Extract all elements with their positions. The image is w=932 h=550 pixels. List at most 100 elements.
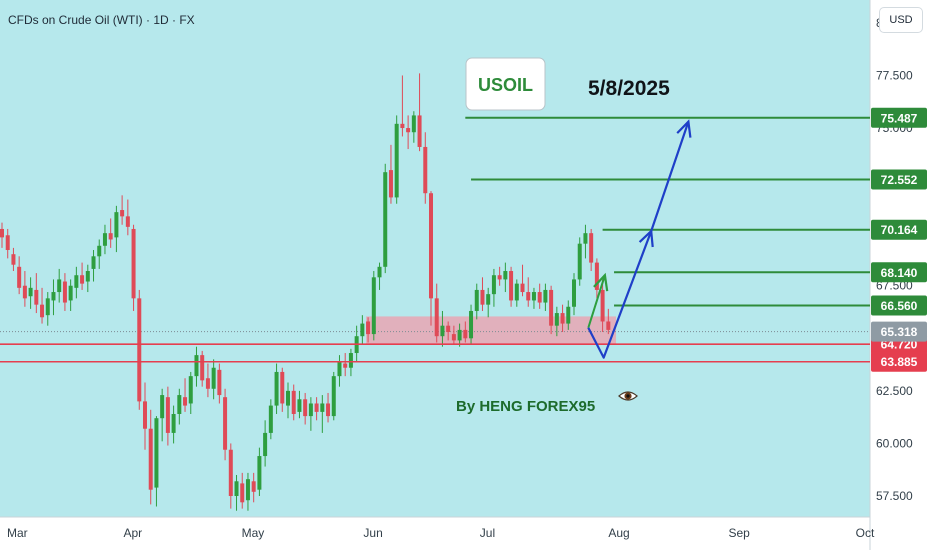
candle-body xyxy=(194,355,199,377)
x-tick-label: Jul xyxy=(480,526,495,540)
x-tick-label: Apr xyxy=(123,526,142,540)
candle-body xyxy=(268,405,273,433)
candle-body xyxy=(131,228,136,299)
candle-body xyxy=(291,390,296,414)
analysis-date: 5/8/2025 xyxy=(588,77,670,100)
candle-body xyxy=(486,294,491,305)
target-price-tag: 75.487 xyxy=(881,111,918,125)
candle-body xyxy=(125,216,130,227)
candle-body xyxy=(188,376,193,404)
candle-body xyxy=(366,321,371,335)
candle-body xyxy=(348,353,353,368)
candle-body xyxy=(526,292,531,301)
target-price-tag: 66.560 xyxy=(881,299,918,313)
target-price-tag-bg xyxy=(871,219,927,240)
candle-body xyxy=(280,371,285,404)
x-tick-label: Mar xyxy=(7,526,28,540)
last-price-tag-bg xyxy=(871,321,927,342)
candle-body xyxy=(320,403,325,412)
candle-body xyxy=(137,298,142,402)
candle-body xyxy=(406,128,411,133)
candle-body xyxy=(154,418,159,488)
y-tick-label: 60.000 xyxy=(876,436,913,450)
candle-body xyxy=(337,361,342,377)
candle-body xyxy=(234,481,239,496)
symbol-badge-text: USOIL xyxy=(478,75,533,95)
candle-body xyxy=(160,395,165,419)
candle-body xyxy=(480,289,485,305)
target-price-tag: 72.552 xyxy=(881,173,918,187)
candle-body xyxy=(520,283,525,293)
candle-body xyxy=(45,298,50,316)
candle-body xyxy=(377,266,382,278)
candle-body xyxy=(51,292,56,301)
candle-body xyxy=(217,369,222,396)
candle-body xyxy=(474,289,479,311)
support-price-tag: 63.885 xyxy=(881,355,918,369)
candle-body xyxy=(457,329,462,341)
candle-body xyxy=(177,395,182,414)
candle-body xyxy=(606,321,611,330)
candle-body xyxy=(68,285,73,301)
candle-body xyxy=(314,403,319,412)
candle-body xyxy=(74,275,79,288)
candle-body xyxy=(509,271,514,301)
candle-body xyxy=(62,281,67,303)
candle-body xyxy=(560,313,565,324)
candle-body xyxy=(549,289,554,326)
x-tick-label: Aug xyxy=(608,526,629,540)
candle-body xyxy=(388,170,393,198)
price-tags-layer: 75.48772.55270.16468.14066.56064.72063.8… xyxy=(871,107,927,372)
candle-body xyxy=(360,323,365,337)
candle-body xyxy=(165,397,170,433)
support-price-tag-bg xyxy=(871,351,927,372)
green-projection-line xyxy=(587,274,606,329)
candle-body xyxy=(572,279,576,307)
candle-body xyxy=(200,355,205,381)
candle-body xyxy=(34,289,39,305)
candle-body xyxy=(257,456,262,490)
candle-body xyxy=(514,283,519,301)
candle-body xyxy=(297,399,302,412)
chart-background xyxy=(0,0,870,517)
candle-body xyxy=(463,329,468,339)
candle-body xyxy=(594,262,599,290)
candle-body xyxy=(583,233,588,244)
candle-body xyxy=(108,233,113,240)
candle-body xyxy=(497,275,502,280)
candle-body xyxy=(223,397,228,450)
candle-body xyxy=(537,292,542,303)
candle-body xyxy=(566,306,571,324)
candle-body xyxy=(240,483,245,503)
candle-body xyxy=(469,310,474,339)
candle-body xyxy=(120,210,125,217)
candle-body xyxy=(394,123,399,198)
candle-body xyxy=(554,313,559,326)
candle-body xyxy=(331,376,336,417)
candle-body xyxy=(0,228,4,238)
chart-title: CFDs on Crude Oil (WTI) · 1D · FX xyxy=(8,13,195,27)
candle-body xyxy=(228,449,233,496)
candle-body xyxy=(308,403,313,417)
target-price-tag: 70.164 xyxy=(881,223,918,237)
candle-body xyxy=(274,371,279,406)
time-axis[interactable] xyxy=(0,517,870,550)
target-price-tag-bg xyxy=(871,107,927,128)
candle-body xyxy=(11,254,16,265)
author-signature: By HENG FOREX95 xyxy=(456,398,595,415)
x-tick-label: Sep xyxy=(728,526,750,540)
target-price-tag-bg xyxy=(871,262,927,283)
candle-body xyxy=(183,397,188,406)
candle-body xyxy=(503,271,508,280)
candle-body xyxy=(114,212,119,238)
candle-body xyxy=(491,275,496,295)
currency-button[interactable]: USD xyxy=(879,7,923,33)
y-tick-label: 57.500 xyxy=(876,489,913,503)
candle-body xyxy=(85,271,90,282)
candle-body xyxy=(343,363,348,368)
candle-body xyxy=(429,193,433,299)
candle-body xyxy=(5,235,10,250)
candle-body xyxy=(102,233,107,246)
x-tick-label: May xyxy=(242,526,265,540)
